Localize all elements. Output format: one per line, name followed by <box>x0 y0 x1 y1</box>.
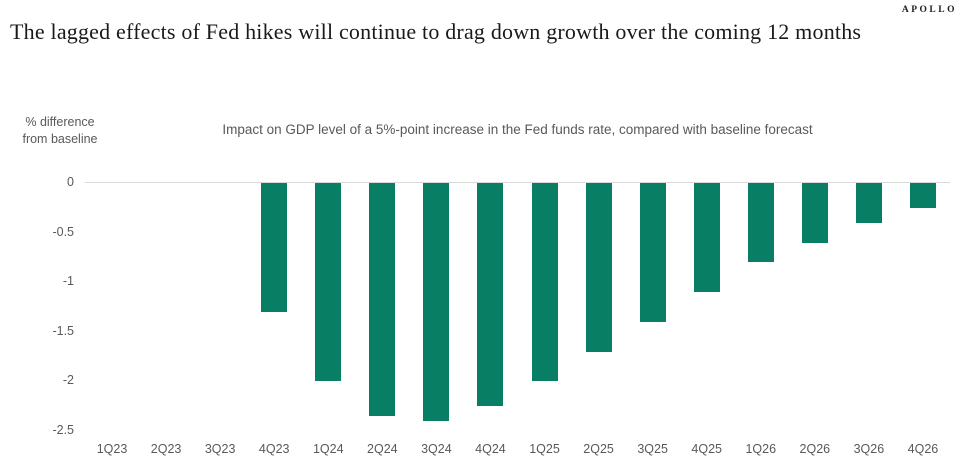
y-axis-unit-line2: from baseline <box>22 132 98 146</box>
y-tick-0: 0 <box>67 175 74 189</box>
bar-1q24 <box>315 183 342 382</box>
y-axis-tick-labels: 0 -0.5 -1 -1.5 -2 -2.5 <box>0 175 74 437</box>
x-tick-2q23: 2Q23 <box>150 442 182 456</box>
bar-2q26 <box>801 183 828 243</box>
x-tick-4q26: 4Q26 <box>907 442 939 456</box>
bar-1q25 <box>531 183 558 382</box>
x-tick-2q25: 2Q25 <box>583 442 614 456</box>
bar-4q26 <box>909 183 936 208</box>
x-axis-labels: 1Q23 2Q23 3Q23 4Q23 1Q24 2Q24 3Q24 4Q24 1Q25 2Q25… <box>85 442 950 462</box>
bar-3q25 <box>639 183 666 322</box>
bar-4q25 <box>693 183 720 293</box>
x-tick-3q26: 3Q26 <box>853 442 885 456</box>
plot-area <box>85 182 950 431</box>
bar-3q24 <box>423 183 450 422</box>
y-axis-unit-line1: % difference <box>25 115 95 129</box>
x-tick-4q23: 4Q23 <box>258 442 290 456</box>
x-tick-3q23: 3Q23 <box>204 442 236 456</box>
bar-1q26 <box>747 183 774 263</box>
x-tick-4q24: 4Q24 <box>475 442 506 456</box>
chart-subtitle: Impact on GDP level of a 5%-point increa… <box>222 122 813 137</box>
y-tick--1.5: -1.5 <box>52 323 74 338</box>
y-tick--1: -1 <box>62 274 74 289</box>
y-tick--2.5: -2.5 <box>52 423 74 437</box>
bar-2q25 <box>585 183 612 352</box>
y-tick--0.5: -0.5 <box>52 224 74 239</box>
bar-2q24 <box>369 183 396 417</box>
bar-3q26 <box>855 183 882 223</box>
page-title: The lagged effects of Fed hikes will con… <box>10 19 862 44</box>
apollo-logo: APOLLO <box>901 5 957 15</box>
x-tick-4q25: 4Q25 <box>691 442 723 456</box>
x-tick-1q24: 1Q24 <box>312 442 344 456</box>
x-tick-1q23: 1Q23 <box>96 442 128 456</box>
x-tick-1q25: 1Q25 <box>529 442 560 456</box>
x-tick-2q24: 2Q24 <box>367 442 398 456</box>
bar-4q23 <box>261 183 288 312</box>
bar-4q24 <box>477 183 504 407</box>
y-tick--2: -2 <box>62 373 74 388</box>
x-tick-3q24: 3Q24 <box>421 442 452 456</box>
y-axis-unit-label: % difference from baseline <box>12 114 108 148</box>
x-tick-1q26: 1Q26 <box>745 442 777 456</box>
x-tick-2q26: 2Q26 <box>799 442 831 456</box>
x-tick-3q25: 3Q25 <box>637 442 668 456</box>
